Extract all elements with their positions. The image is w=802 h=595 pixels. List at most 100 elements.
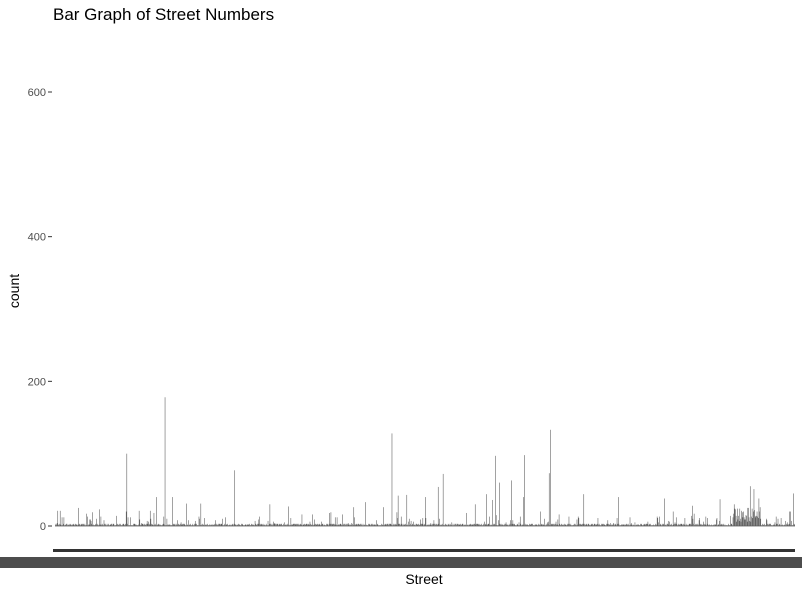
bar [735, 509, 736, 526]
bar [251, 524, 253, 526]
bar [750, 521, 752, 526]
bar [124, 524, 126, 526]
bar [219, 523, 221, 526]
bar [507, 524, 508, 526]
bar [505, 523, 506, 526]
y-tick-label: 400 [28, 232, 46, 244]
bar [701, 524, 702, 526]
bar [277, 523, 278, 526]
bar [601, 523, 602, 526]
bar [748, 517, 750, 526]
bar [577, 516, 579, 526]
bar [211, 524, 212, 526]
bar [622, 524, 624, 526]
bar [556, 524, 558, 526]
bar [346, 523, 347, 526]
bar [385, 524, 387, 526]
bar [305, 523, 307, 526]
bar [526, 524, 528, 526]
bar [617, 523, 618, 526]
bar [522, 524, 523, 526]
bar [699, 518, 700, 526]
bar [770, 523, 771, 526]
bar [552, 524, 554, 526]
bar [264, 524, 265, 526]
bar [154, 524, 155, 526]
bar [116, 515, 117, 526]
bar [788, 524, 789, 526]
bar [102, 523, 104, 526]
bar [585, 524, 586, 526]
bar [387, 523, 388, 526]
bar [389, 523, 390, 526]
bar [457, 523, 459, 526]
bar [551, 523, 552, 526]
bar [188, 520, 189, 526]
bar [429, 524, 430, 526]
bar [72, 524, 73, 526]
bar [348, 524, 350, 526]
bar [238, 524, 240, 526]
bar [342, 523, 344, 526]
bar [231, 524, 233, 526]
bar [547, 523, 549, 526]
bar [365, 524, 367, 526]
bar [746, 515, 747, 526]
bar [495, 455, 496, 526]
bar [139, 519, 141, 526]
bar [314, 524, 316, 526]
bar [148, 523, 150, 526]
bar [147, 523, 149, 526]
bar [356, 524, 358, 526]
bar [159, 524, 160, 526]
bar [108, 523, 109, 526]
bar [577, 524, 578, 526]
bar [513, 523, 514, 526]
bar [306, 523, 308, 526]
bar [151, 524, 153, 526]
bar [611, 524, 612, 526]
bar [749, 486, 751, 526]
bar [664, 498, 665, 526]
bar [61, 517, 63, 526]
bar [481, 523, 482, 526]
bar [436, 523, 437, 526]
bar [662, 523, 663, 526]
bar [530, 524, 532, 526]
bar [592, 523, 593, 526]
bar [239, 524, 240, 526]
bar [608, 524, 610, 526]
bar [178, 524, 180, 526]
bar [641, 523, 643, 526]
bar [548, 473, 550, 526]
bar [169, 524, 170, 526]
bar [395, 524, 396, 526]
bar [287, 523, 289, 526]
bar [270, 523, 271, 526]
bar [360, 523, 361, 526]
bar [538, 523, 540, 526]
bar [63, 517, 65, 526]
bar [667, 520, 669, 526]
bar [177, 520, 178, 526]
bar [592, 524, 594, 526]
bar [445, 524, 447, 526]
bar [394, 524, 395, 526]
bar [376, 524, 378, 526]
bar [141, 523, 142, 526]
bar [163, 516, 165, 526]
bar [133, 523, 134, 526]
bar [603, 523, 604, 526]
bar [384, 524, 385, 526]
bar [202, 523, 203, 526]
bar [541, 523, 543, 526]
bar [408, 521, 409, 526]
bar [280, 523, 282, 526]
bar [548, 521, 549, 526]
bar [685, 523, 687, 526]
bar [705, 516, 707, 526]
bar [704, 524, 705, 526]
bar [362, 523, 364, 526]
bar [630, 523, 632, 526]
bar [244, 524, 246, 526]
